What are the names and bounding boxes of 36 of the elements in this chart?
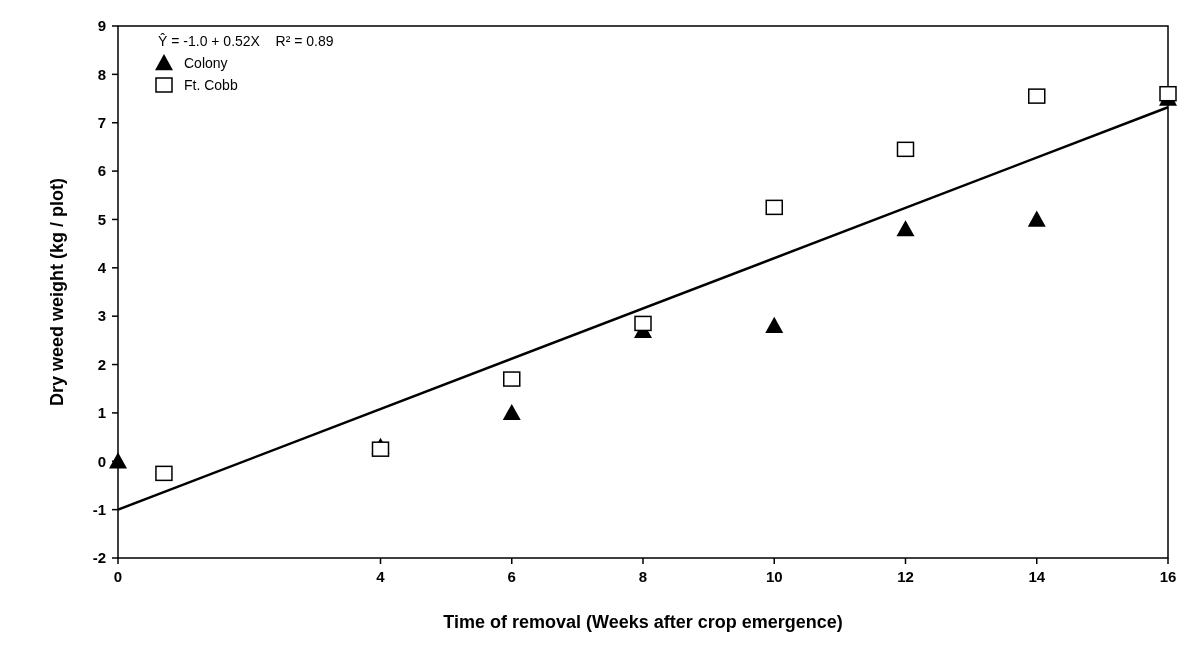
y-tick-label: 5 xyxy=(97,210,106,228)
x-tick-label: 14 xyxy=(1028,568,1046,585)
point xyxy=(896,141,915,158)
point xyxy=(634,315,652,332)
annotation: Ŷ = -1.0 + 0.52X R² = 0.89 xyxy=(158,33,334,49)
y-tick-label: 2 xyxy=(97,355,106,373)
point xyxy=(155,465,173,482)
point xyxy=(109,452,127,469)
x-tick-label: 6 xyxy=(507,568,516,585)
y-tick-label: 4 xyxy=(97,259,107,277)
y-tick-label: 8 xyxy=(97,65,106,83)
point xyxy=(1027,210,1046,227)
point xyxy=(765,316,784,334)
y-tick-label: -2 xyxy=(92,549,106,567)
x-axis-title: Time of removal (Weeks after crop emergence) xyxy=(443,612,843,632)
point xyxy=(1159,85,1177,102)
y-tick-label: -1 xyxy=(92,500,106,518)
y-axis-title: Dry weed weight (kg / plot) xyxy=(47,177,67,407)
y-tick-label: 1 xyxy=(97,404,106,422)
point xyxy=(502,403,521,421)
y-tick-label: 7 xyxy=(97,113,106,131)
x-tick-label: 8 xyxy=(638,568,648,585)
x-tick-label: 12 xyxy=(897,568,914,585)
y-tick-label: 9 xyxy=(97,17,106,35)
point xyxy=(896,220,915,237)
legend-label: Ft. Cobb xyxy=(184,77,238,93)
x-tick-label: 16 xyxy=(1159,568,1177,585)
y-tick-label: 6 xyxy=(97,162,106,180)
point xyxy=(371,441,390,457)
y-tick-label: 0 xyxy=(97,452,106,470)
legend-label: Colony xyxy=(184,55,228,71)
x-tick-label: 10 xyxy=(765,568,783,585)
x-tick-label: 0 xyxy=(113,568,123,585)
x-tick-label: 4 xyxy=(376,568,386,585)
y-tick-label: 3 xyxy=(97,307,106,325)
point xyxy=(765,199,783,216)
